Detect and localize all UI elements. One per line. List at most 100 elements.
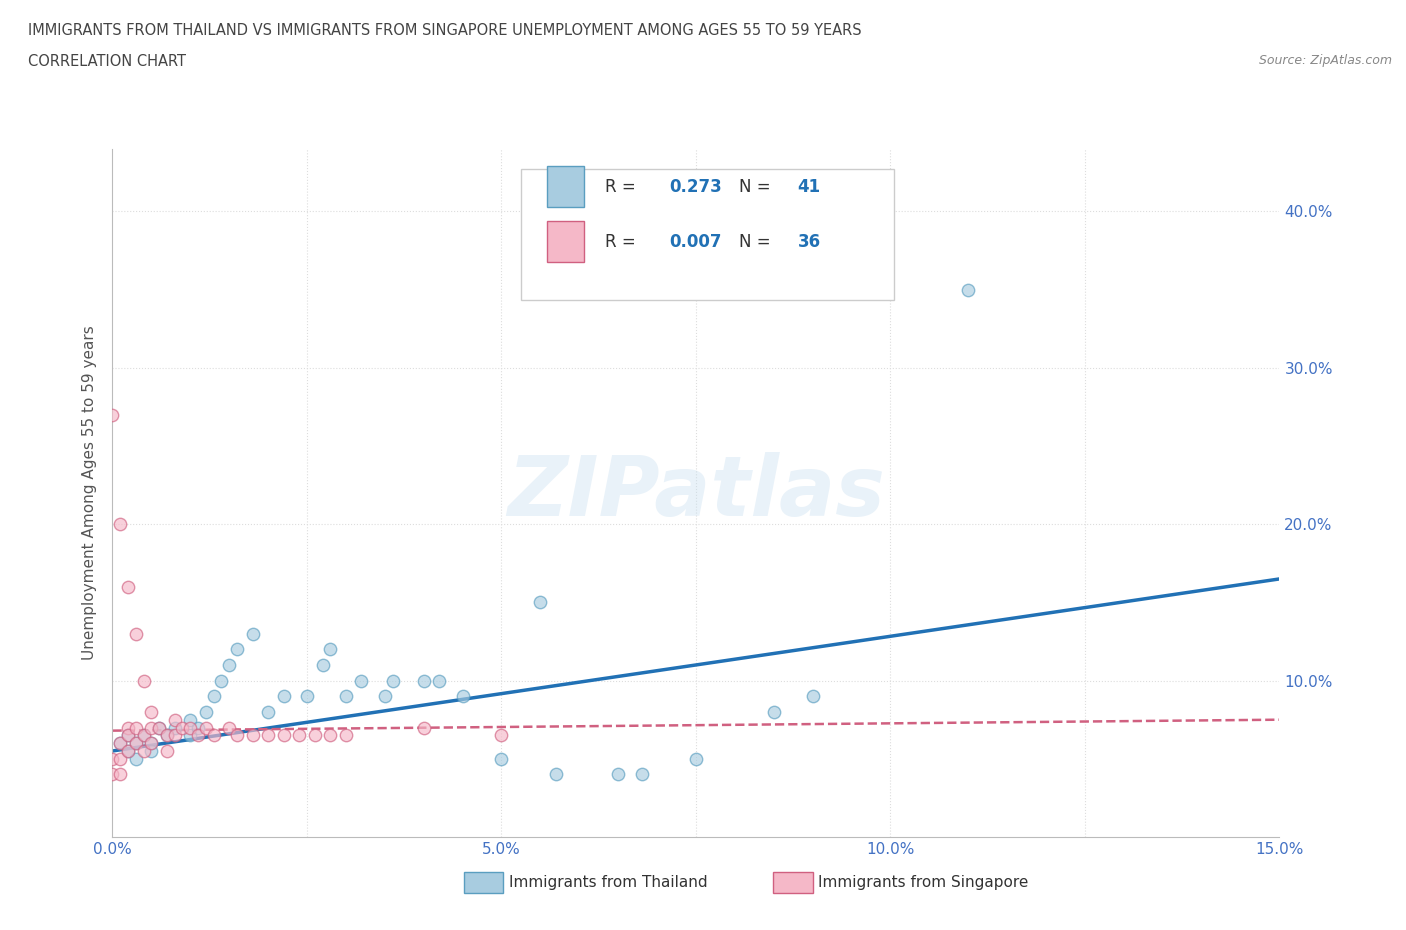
Point [141,704,163,719]
Point [335,728,357,743]
Text: CORRELATION CHART: CORRELATION CHART [28,54,186,69]
Point [242,728,264,743]
Point [132,673,155,688]
Point [117,720,139,735]
Text: Immigrants from Thailand: Immigrants from Thailand [509,875,707,890]
Point [117,744,139,759]
Text: 36: 36 [797,232,821,251]
Point [125,736,148,751]
Point [132,728,155,743]
Text: Source: ZipAtlas.com: Source: ZipAtlas.com [1258,54,1392,67]
Text: R =: R = [605,178,641,195]
Point [156,728,179,743]
Point [132,744,155,759]
Point [801,689,824,704]
Point [319,728,342,743]
Point [110,517,132,532]
Point [319,642,342,657]
Point [491,751,513,766]
FancyBboxPatch shape [547,166,583,207]
Point [335,689,357,704]
Point [194,720,217,735]
Point [257,728,280,743]
FancyBboxPatch shape [520,169,894,300]
Point [242,626,264,641]
Point [187,728,209,743]
Point [163,712,186,727]
Point [685,751,707,766]
Point [226,642,249,657]
Point [311,658,333,672]
Point [202,689,225,704]
Point [101,767,124,782]
Text: 0.273: 0.273 [669,178,721,195]
Point [957,282,980,297]
Point [101,407,124,422]
Point [163,720,186,735]
Point [295,689,318,704]
Point [117,728,139,743]
Point [179,728,201,743]
Point [630,767,652,782]
Point [125,626,148,641]
Text: Immigrants from Singapore: Immigrants from Singapore [818,875,1029,890]
Point [110,736,132,751]
Point [226,728,249,743]
Point [491,728,513,743]
Point [544,767,567,782]
Point [148,720,170,735]
Point [156,728,179,743]
Point [209,673,232,688]
Text: R =: R = [605,232,641,251]
Point [141,736,163,751]
Text: ZIPatlas: ZIPatlas [508,452,884,534]
Point [273,689,295,704]
Point [110,767,132,782]
Point [350,673,373,688]
Point [381,673,404,688]
Text: 41: 41 [797,178,821,195]
Point [288,728,311,743]
Text: N =: N = [740,232,776,251]
Point [125,720,148,735]
Point [132,728,155,743]
Point [101,751,124,766]
Point [194,704,217,719]
Point [607,767,630,782]
Point [218,720,240,735]
Point [202,728,225,743]
Text: IMMIGRANTS FROM THAILAND VS IMMIGRANTS FROM SINGAPORE UNEMPLOYMENT AMONG AGES 55: IMMIGRANTS FROM THAILAND VS IMMIGRANTS F… [28,23,862,38]
Text: 0.007: 0.007 [669,232,721,251]
Point [141,736,163,751]
Point [141,744,163,759]
Point [179,720,201,735]
Point [163,728,186,743]
Point [412,720,434,735]
Point [172,720,194,735]
Point [141,720,163,735]
Point [179,712,201,727]
Point [762,704,785,719]
Point [304,728,326,743]
Point [529,595,551,610]
Point [148,720,170,735]
Point [218,658,240,672]
Point [412,673,434,688]
Point [156,744,179,759]
Point [427,673,450,688]
Point [257,704,280,719]
Point [110,736,132,751]
Point [117,728,139,743]
Text: N =: N = [740,178,776,195]
Point [117,744,139,759]
FancyBboxPatch shape [547,221,583,262]
Point [110,751,132,766]
Point [125,751,148,766]
Y-axis label: Unemployment Among Ages 55 to 59 years: Unemployment Among Ages 55 to 59 years [82,326,97,660]
Point [125,736,148,751]
Point [374,689,396,704]
Point [451,689,474,704]
Point [117,579,139,594]
Point [187,720,209,735]
Point [273,728,295,743]
